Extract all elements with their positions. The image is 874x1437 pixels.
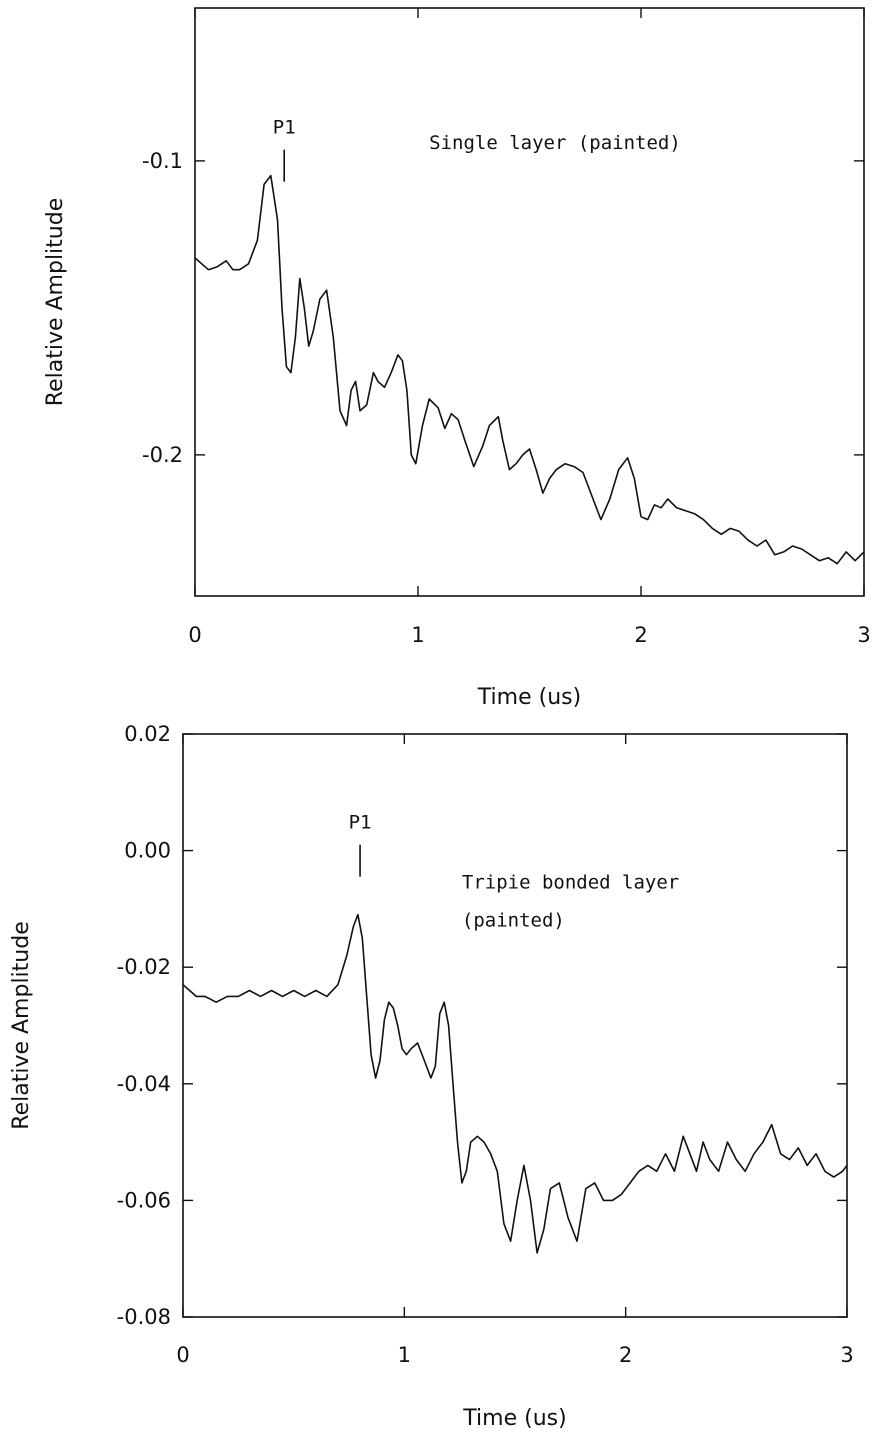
peak-label: P1	[273, 117, 296, 139]
plot-frame	[194, 7, 865, 597]
x-tick-label: 3	[840, 1343, 853, 1367]
y-tick-label: 0.00	[124, 839, 171, 863]
y-tick-label: -0.06	[117, 1188, 171, 1212]
annotation-label: (painted)	[462, 909, 565, 931]
x-tick-label: 2	[634, 623, 647, 647]
y-tick-label: -0.02	[117, 955, 171, 979]
x-tick-label: 3	[857, 623, 870, 647]
x-axis-label: Time (us)	[462, 1406, 566, 1431]
series-line-1	[182, 913, 848, 1254]
y-tick-label: -0.1	[142, 149, 183, 173]
y-axis-label: Relative Amplitude	[43, 198, 68, 406]
x-tick-label: 2	[619, 1343, 632, 1367]
y-tick-label: -0.04	[117, 1072, 171, 1096]
x-tick-label: 0	[188, 623, 201, 647]
plot-frame	[182, 733, 848, 1318]
y-tick-label: -0.08	[117, 1305, 171, 1329]
series-line-1	[194, 174, 865, 565]
chart-panel-2: 0 1 2 3 0.02 0.00 -0.02 -0.04 -0.06 -0.08 Time (us…	[9, 722, 854, 1431]
y-tick-label: 0.02	[124, 722, 171, 746]
y-axis-label: Relative Amplitude	[9, 921, 34, 1129]
annotation-label: Tripie bonded layer	[462, 871, 679, 893]
x-axis-label: Time (us)	[477, 685, 581, 710]
annotation-label: Single layer (painted)	[429, 132, 681, 154]
x-tick-label: 1	[411, 623, 424, 647]
x-tick-label: 0	[176, 1343, 189, 1367]
peak-label: P1	[349, 812, 372, 834]
chart-panel-1: 0 1 2 3 -0.1 -0.2 Time (us) Relative Amplitude P…	[43, 7, 871, 710]
x-tick-label: 1	[398, 1343, 411, 1367]
y-tick-label: -0.2	[142, 443, 183, 467]
